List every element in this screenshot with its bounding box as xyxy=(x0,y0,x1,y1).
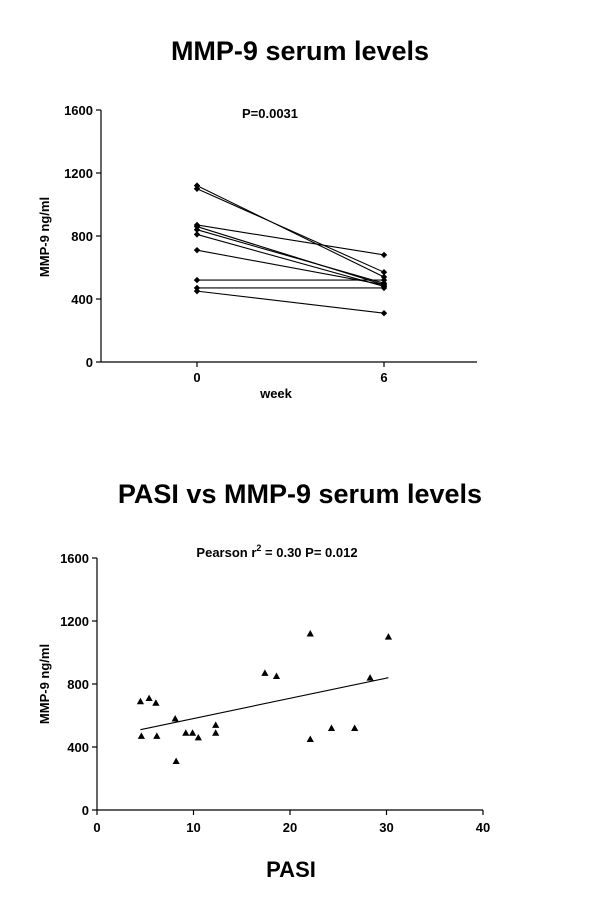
chart-1-series-line xyxy=(196,249,385,286)
chart-2-title: PASI vs MMP-9 serum levels xyxy=(117,479,483,509)
chart-2-data-point xyxy=(172,757,180,765)
chart-2-y-tick-label: 800 xyxy=(67,677,89,692)
chart-1-annotation: P=0.0031 xyxy=(242,106,298,121)
chart-1-series-line xyxy=(196,188,385,273)
chart-1-series-line xyxy=(196,233,385,287)
chart-2-data-point xyxy=(194,733,202,741)
chart-1-data-point xyxy=(193,276,201,284)
chart-1-data-point xyxy=(193,226,201,233)
chart-2-annotation: Pearson r2 = 0.30 P= 0.012 xyxy=(196,543,357,560)
chart-2-data-point xyxy=(384,633,393,640)
chart-1-data-point xyxy=(380,251,388,259)
chart-1-series-line xyxy=(196,290,385,314)
chart-1-data-point xyxy=(380,309,388,317)
chart-2-data-point xyxy=(153,732,161,739)
chart-2-data-point xyxy=(261,669,269,676)
chart-1-plot: 0 400 800 1200 1600 0 6 xyxy=(64,103,477,385)
chart-2-data-point xyxy=(212,721,220,728)
chart-2-annotation-suffix: = 0.30 P= 0.012 xyxy=(261,545,357,560)
chart-2-data-point xyxy=(188,729,197,736)
chart-2-data-point xyxy=(272,672,281,680)
chart-2-ylabel: MMP-9 ng/ml xyxy=(37,644,52,724)
chart-1-series-line xyxy=(196,229,385,284)
chart-2-xlabel: PASI xyxy=(266,857,316,882)
chart-2-data-point xyxy=(152,699,160,706)
chart-2-data-point xyxy=(351,724,359,731)
chart-1-xlabel: week xyxy=(259,386,293,401)
chart-2-y-tick-label: 400 xyxy=(67,740,89,755)
chart-2-x-tick-label: 20 xyxy=(283,820,297,835)
chart-2-data-point xyxy=(136,697,145,705)
chart-2-x-tick-label: 10 xyxy=(186,820,200,835)
chart-1-x-tick-label: 6 xyxy=(380,370,387,385)
chart-2-x-tick-label: 40 xyxy=(476,820,490,835)
chart-2-plot: 0 400 800 1200 1600 0 10 20 30 40 xyxy=(60,551,490,835)
chart-1-data-point xyxy=(193,287,201,295)
chart-1-data-point xyxy=(380,284,388,292)
chart-1-series-line xyxy=(196,224,385,256)
chart-2-data-point xyxy=(182,729,190,736)
chart-2-x-tick-label: 0 xyxy=(93,820,100,835)
chart-2-x-tick-label: 30 xyxy=(379,820,393,835)
chart-2-data-point xyxy=(327,724,336,731)
chart-1-title: MMP-9 serum levels xyxy=(170,36,430,66)
chart-1-data-point xyxy=(193,246,201,254)
chart-1-ylabel: MMP-9 ng/ml xyxy=(37,197,52,277)
chart-1-y-tick-label: 0 xyxy=(86,355,93,370)
chart-2-data-point xyxy=(306,630,314,637)
chart-1-series-line xyxy=(196,226,385,286)
chart-1-y-tick-label: 800 xyxy=(71,229,93,244)
chart-2-data-point xyxy=(145,694,153,702)
chart-2-y-tick-label: 1600 xyxy=(60,551,89,566)
chart-2-data-point xyxy=(212,729,220,736)
chart-1-data-point xyxy=(380,269,388,276)
chart-1-x-tick-label: 0 xyxy=(193,370,200,385)
chart-2-data-point xyxy=(137,732,145,739)
chart-1-data-point xyxy=(193,185,201,192)
chart-2-data-point xyxy=(366,674,374,681)
chart-2-annotation-prefix: Pearson r xyxy=(196,545,256,560)
chart-1-y-tick-label: 1600 xyxy=(64,103,93,118)
chart-2-fit-line xyxy=(140,677,389,731)
chart-1-series-line xyxy=(196,185,385,278)
chart-2-annotation-sup: 2 xyxy=(256,543,261,553)
chart-1-y-tick-label: 1200 xyxy=(64,166,93,181)
chart-1-data-point xyxy=(193,231,201,238)
chart-2-y-tick-label: 0 xyxy=(82,803,89,818)
chart-2-data-point xyxy=(171,715,179,722)
chart-2-y-tick-label: 1200 xyxy=(60,614,89,629)
chart-2-data-point xyxy=(306,735,314,743)
chart-1-data-point xyxy=(380,276,388,284)
chart-1-y-tick-label: 400 xyxy=(71,292,93,307)
